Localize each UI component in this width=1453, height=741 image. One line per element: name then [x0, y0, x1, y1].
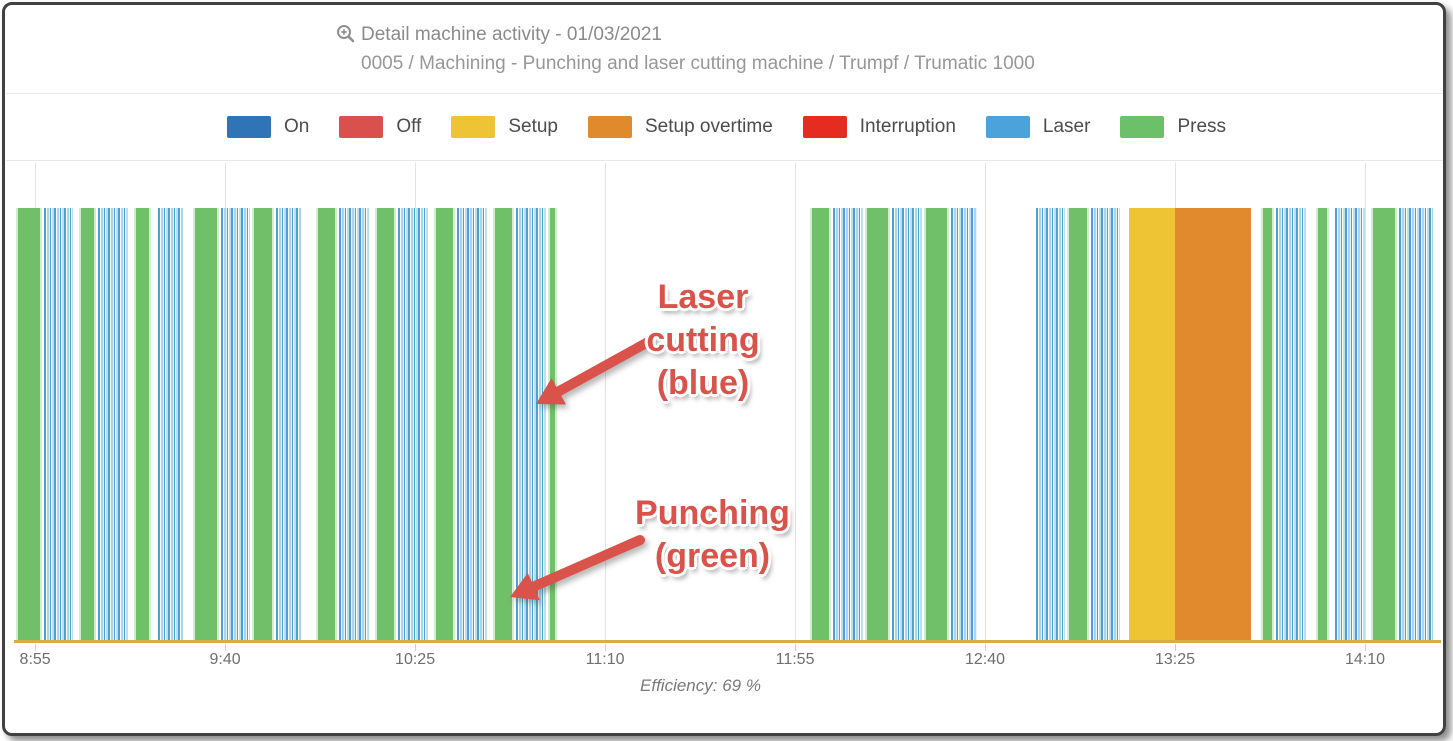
segment-laser: [1398, 208, 1433, 640]
legend-item-on[interactable]: On: [226, 116, 310, 138]
tickmark-11-55: [795, 644, 797, 651]
zoom-in-icon[interactable]: [336, 24, 356, 44]
segment-press: [77, 208, 99, 640]
axis-label-10-25: 10:25: [395, 651, 436, 668]
laser-cutting-callout: Laser cutting (blue): [623, 276, 783, 405]
segment-laser: [398, 208, 428, 640]
annotation-line: Laser: [657, 278, 749, 316]
segment-press: [491, 208, 517, 640]
segment-laser: [457, 208, 487, 640]
segment-laser: [1276, 208, 1306, 640]
axis-label-13-25: 13:25: [1154, 651, 1196, 668]
segment-laser: [339, 208, 369, 640]
tickmark-10-25: [415, 644, 417, 651]
legend-item-setup[interactable]: Setup: [451, 116, 558, 138]
tickmark-11-10: [605, 644, 607, 651]
segment-setup_overtime: [1175, 208, 1251, 640]
segment-press: [313, 208, 340, 640]
segment-press: [191, 208, 221, 640]
legend: On Off Setup Setup overtime Interruption Lase…: [0, 104, 1453, 150]
legend-divider: [6, 160, 1445, 161]
segment-laser: [98, 208, 128, 640]
punching-callout: Punching (green): [615, 492, 810, 578]
axis-baseline: [14, 640, 1441, 643]
axis-label-12-40: 12:40: [965, 651, 1006, 668]
segment-laser: [1090, 208, 1121, 640]
segment-laser: [220, 208, 251, 640]
segment-press: [807, 208, 834, 640]
timeline-bars: [14, 208, 1441, 640]
header-divider: [6, 93, 1445, 94]
legend-label: Off: [396, 116, 422, 137]
legend-item-setup-overtime[interactable]: Setup overtime: [587, 116, 773, 138]
chart-title: Detail machine activity - 01/03/2021: [361, 24, 662, 45]
axis-label-9-40: 9:40: [209, 651, 241, 668]
segment-press: [431, 208, 458, 640]
segment-laser: [1035, 208, 1066, 640]
gridline-14-10: [1365, 163, 1366, 640]
axis-label-14-10: 14:10: [1344, 651, 1386, 668]
legend-label: Setup: [508, 116, 558, 137]
tickmark-13-25: [1175, 644, 1177, 651]
segment-laser: [275, 208, 302, 640]
legend-swatch-setup-overtime: [587, 116, 632, 138]
legend-label: Setup overtime: [644, 116, 773, 137]
segment-press: [545, 208, 559, 640]
legend-label: On: [283, 116, 310, 137]
tickmark-9-40: [225, 644, 227, 651]
legend-item-press[interactable]: Press: [1120, 116, 1226, 138]
machine-subtitle: 0005 / Machining - Punching and laser cu…: [361, 53, 1035, 74]
tickmark-12-40: [985, 644, 987, 651]
axis-label-11-10: 11:10: [585, 651, 625, 668]
segment-press: [372, 208, 399, 640]
legend-swatch-laser: [985, 116, 1030, 138]
annotation-line: (blue): [656, 364, 750, 402]
segment-press: [14, 208, 44, 640]
segment-press: [1065, 208, 1091, 640]
segment-laser: [157, 208, 183, 640]
segment-press: [1314, 208, 1332, 640]
segment-laser: [43, 208, 74, 640]
legend-swatch-press: [1120, 116, 1165, 138]
annotation-line: (green): [654, 537, 771, 575]
legend-label: Press: [1177, 116, 1227, 137]
gridline-12-40: [985, 163, 987, 640]
segment-press: [1369, 208, 1399, 640]
segment-press: [132, 208, 154, 640]
segment-press: [250, 208, 276, 640]
gridline-11-10: [605, 163, 607, 640]
segment-press: [921, 208, 952, 640]
efficiency-text: Efficiency: 69 %: [640, 676, 761, 695]
segment-laser: [892, 208, 922, 640]
legend-swatch-interruption: [802, 116, 847, 138]
segment-press: [1259, 208, 1277, 640]
segment-laser: [833, 208, 863, 640]
legend-swatch-setup: [451, 116, 496, 138]
segment-laser: [951, 208, 977, 640]
legend-item-interruption[interactable]: Interruption: [802, 116, 956, 138]
tickmark-14-10: [1365, 644, 1366, 651]
segment-laser: [516, 208, 546, 640]
legend-item-off[interactable]: Off: [339, 116, 421, 138]
legend-label: Interruption: [859, 116, 956, 137]
axis-label-8-55: 8:55: [19, 651, 51, 668]
segment-setup: [1128, 208, 1176, 640]
annotation-line: Punching: [635, 494, 790, 532]
axis-label-11-55: 11:55: [775, 651, 815, 668]
legend-item-laser[interactable]: Laser: [985, 116, 1091, 138]
segment-press: [862, 208, 893, 640]
segment-laser: [1335, 208, 1365, 640]
tickmark-8-55: [35, 644, 37, 651]
legend-label: Laser: [1042, 116, 1091, 137]
legend-swatch-on: [226, 116, 271, 138]
gridline-11-55: [795, 163, 797, 640]
legend-swatch-off: [339, 116, 384, 138]
annotation-line: cutting: [646, 321, 760, 359]
